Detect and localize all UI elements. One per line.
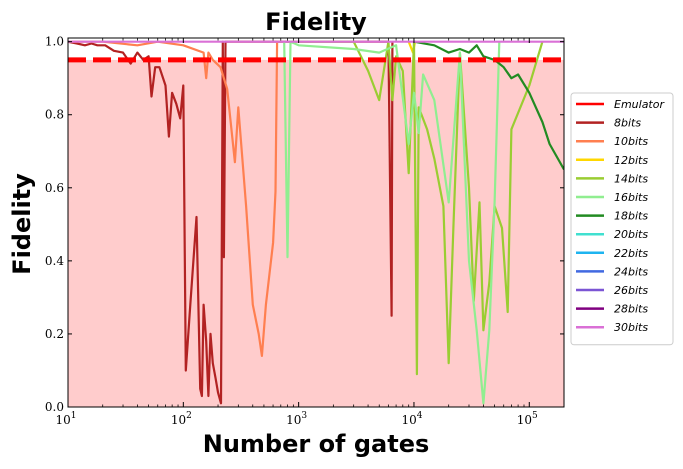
plot-frame	[67, 37, 565, 408]
legend-entry: 12bits	[614, 154, 648, 167]
y-tick-label: 0.2	[45, 327, 64, 341]
shaded-region	[68, 59, 564, 408]
legend-entry: 8bits	[614, 117, 641, 130]
legend: Emulator 8bits 10bits 12bits 14bits 16bits 18b…	[570, 92, 674, 346]
series-line-10bits	[68, 40, 281, 357]
series-line-8bits	[68, 40, 394, 405]
x-tick-label: 105	[517, 411, 538, 427]
y-tick-label: 1.0	[45, 35, 64, 49]
legend-entry: 28bits	[614, 303, 648, 316]
legend-entry: 14bits	[614, 172, 648, 185]
series-line-14bits	[287, 40, 544, 376]
chart-title: Fidelity	[265, 8, 367, 36]
y-axis-label: Fidelity	[8, 173, 36, 275]
x-axis-label: Number of gates	[203, 430, 430, 458]
legend-entry: 26bits	[614, 284, 648, 297]
x-tick-label: 104	[401, 411, 422, 427]
x-tick-label: 102	[171, 411, 192, 427]
legend-entry: 24bits	[614, 265, 648, 278]
x-tick-label: 101	[55, 411, 76, 427]
y-tick-label: 0.6	[45, 181, 64, 195]
series-line-16bits	[283, 40, 501, 405]
y-tick-label: 0.4	[45, 254, 64, 268]
legend-entry: 22bits	[614, 247, 648, 260]
plot-area: 0.0 0.2 0.4 0.6 0.8 1.0 101 102 103 104 105	[45, 35, 565, 427]
legend-entry: 10bits	[614, 135, 648, 148]
x-tick-label: 103	[286, 411, 307, 427]
legend-entry: 16bits	[614, 191, 648, 204]
legend-entry: 18bits	[614, 210, 648, 223]
legend-box	[570, 92, 674, 346]
y-tick-label: 0.0	[45, 400, 64, 414]
legend-entry: Emulator	[614, 98, 665, 111]
legend-entry: 30bits	[614, 321, 648, 334]
y-tick-label: 0.8	[45, 108, 64, 122]
legend-entry: 20bits	[614, 228, 648, 241]
